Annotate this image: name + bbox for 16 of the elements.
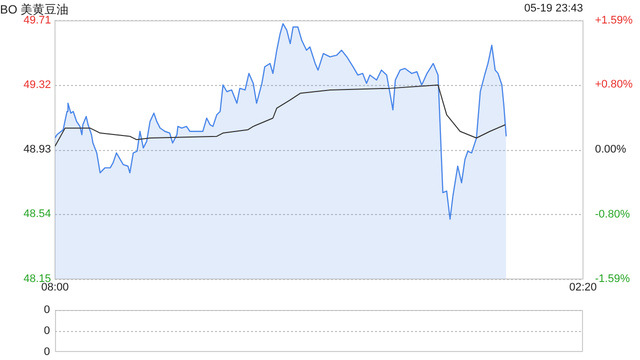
- y-tick-label: 48.54: [23, 208, 51, 220]
- y2-tick-label: +0.80%: [595, 78, 633, 91]
- y2-tick-label: -1.59%: [595, 272, 630, 285]
- text: 0: [44, 325, 50, 338]
- y2-tick-label: -0.80%: [595, 208, 630, 221]
- y2-tick-label: +1.59%: [595, 14, 633, 26]
- text: 05-19 23:43: [524, 2, 583, 15]
- y-tick-label: 49.71: [23, 14, 51, 26]
- y-tick-label: 49.32: [23, 79, 51, 92]
- text: 0: [44, 304, 50, 316]
- text: 0: [44, 346, 50, 358]
- chart-title: BO 美黄豆油: [0, 2, 69, 17]
- x-tick-label: 08:00: [41, 281, 69, 294]
- y2-tick-label: 0.00%: [595, 144, 626, 156]
- y-tick-label: 48.93: [23, 144, 51, 156]
- x-tick-label: 02:20: [569, 281, 597, 294]
